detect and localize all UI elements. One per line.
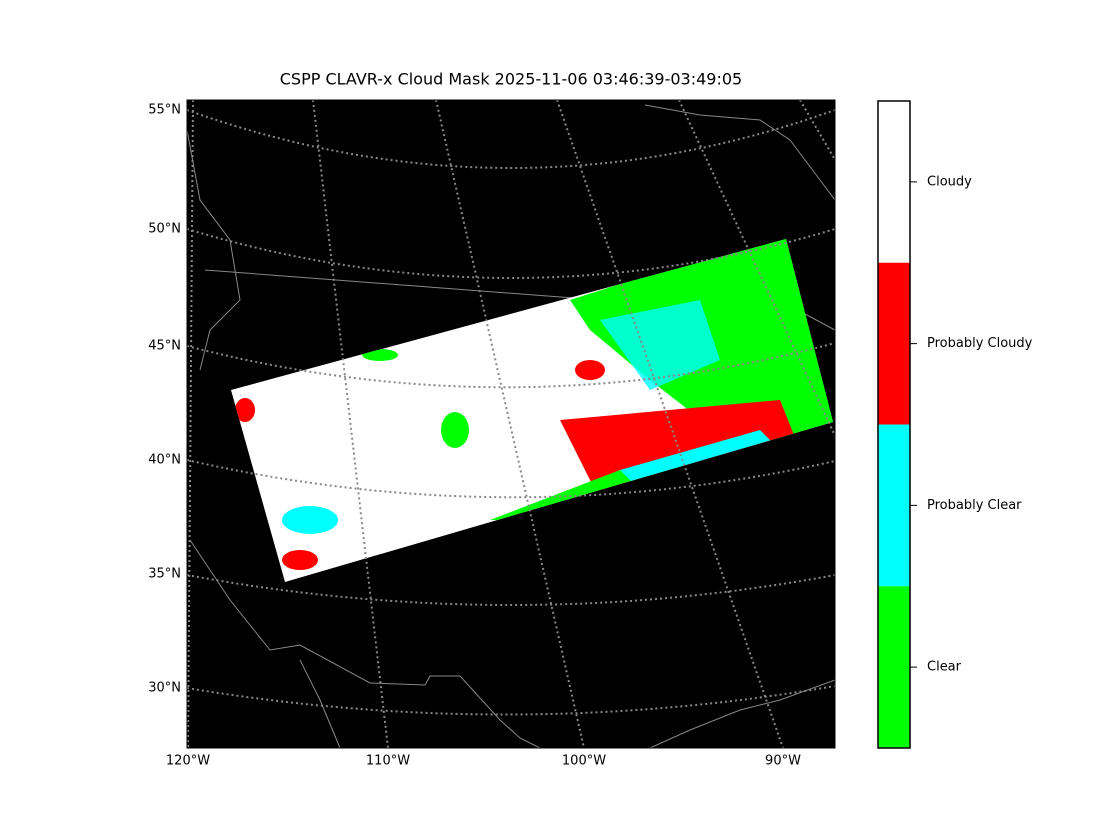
colorbar-label: Cloudy	[927, 174, 972, 189]
lat-label: 30°N	[148, 681, 181, 696]
colorbar-label: Clear	[927, 660, 962, 675]
colorbar-label: Probably Cloudy	[927, 336, 1033, 351]
lat-label: 45°N	[148, 339, 181, 354]
colorbar-label: Probably Clear	[927, 498, 1022, 513]
lat-label: 40°N	[148, 453, 181, 468]
colorbar: Cloudy Probably Cloudy Probably Clear Clear	[878, 101, 1033, 748]
map	[187, 100, 835, 748]
lon-label: 90°W	[765, 754, 801, 769]
graticule	[187, 100, 835, 748]
axis-labels: 55°N 50°N 45°N 40°N 35°N 30°N 120°W 110°W 100°W 9…	[148, 103, 801, 769]
colorbar-segment	[878, 262, 910, 425]
chart-title: CSPP CLAVR-x Cloud Mask 2025-11-06 03:46…	[280, 70, 742, 89]
lat-label: 50°N	[148, 222, 181, 237]
lat-label: 55°N	[148, 103, 181, 118]
map-frame	[186, 99, 836, 749]
lon-label: 120°W	[166, 754, 210, 769]
lat-label: 35°N	[148, 567, 181, 582]
lon-label: 110°W	[366, 754, 410, 769]
lon-label: 100°W	[562, 754, 606, 769]
colorbar-frame	[877, 100, 911, 749]
colorbar-segment	[878, 101, 910, 263]
colorbar-segment	[878, 586, 910, 748]
colorbar-segment	[878, 424, 910, 587]
